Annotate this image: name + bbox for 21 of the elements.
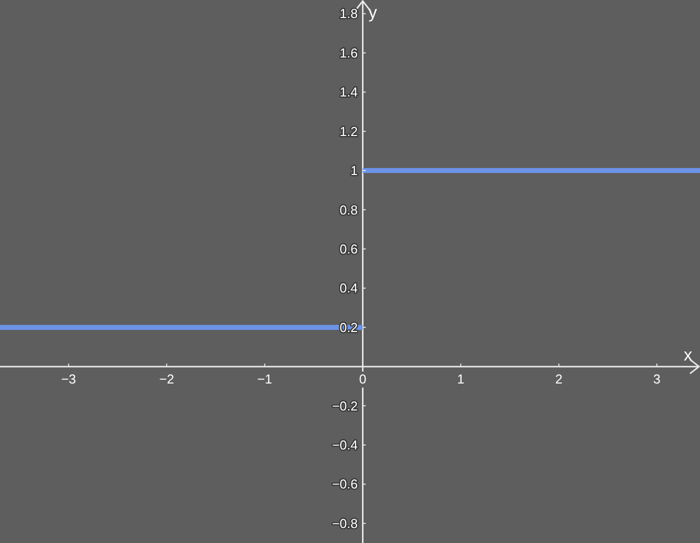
y-tick-label: 1.2 [340, 124, 358, 139]
x-tick-label: 2 [555, 372, 562, 387]
y-tick-label: 0.8 [340, 202, 358, 218]
y-tick-label: 1.6 [340, 45, 358, 60]
y-tick-label: 1.4 [340, 84, 358, 100]
y-tick-label: 0.4 [340, 280, 358, 296]
y-tick-label: −0.8 [332, 516, 358, 531]
y-tick-label: 1.8 [340, 6, 358, 22]
y-tick-label: 1 [350, 163, 358, 178]
x-tick-label: 0 [359, 372, 366, 387]
y-axis-title: y [368, 3, 378, 22]
x-tick-label: −3 [61, 372, 76, 387]
y-tick-label: 0.6 [340, 241, 358, 256]
x-tick-label: −2 [159, 372, 174, 387]
y-tick-label: −0.2 [332, 398, 358, 414]
y-tick-label: −0.6 [332, 476, 358, 492]
x-tick-label: −1 [257, 372, 272, 387]
y-tick-label: −0.4 [332, 437, 358, 452]
x-axis-title: x [684, 346, 693, 365]
x-tick-label: 1 [457, 372, 464, 387]
x-tick-label: 3 [653, 372, 660, 387]
